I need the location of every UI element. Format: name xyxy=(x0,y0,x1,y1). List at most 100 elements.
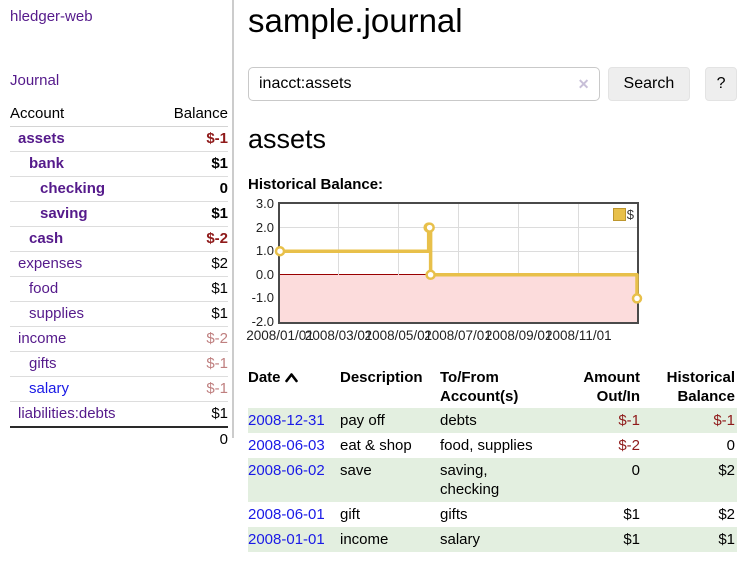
gridline xyxy=(518,204,520,322)
gridline xyxy=(280,227,637,229)
gridline xyxy=(577,204,579,322)
account-link[interactable]: expenses xyxy=(18,255,83,272)
search-button[interactable]: Search xyxy=(607,67,691,101)
main-content: sample.journal ✕ Search ? assets Histori… xyxy=(246,0,737,552)
accounts-header-balance: Balance xyxy=(154,102,228,127)
y-axis-tick-label: 2.0 xyxy=(255,219,274,235)
transaction-amount: $1 xyxy=(623,531,640,548)
legend-swatch-icon xyxy=(612,208,626,221)
transaction-balance: $2 xyxy=(718,506,735,523)
transaction-date-link[interactable]: 2008-12-31 xyxy=(248,412,325,429)
clear-search-icon[interactable]: ✕ xyxy=(577,76,590,92)
account-link[interactable]: income xyxy=(18,330,67,347)
transaction-row: 2008-12-31 pay off debts $-1 $-1 xyxy=(248,408,737,433)
gridline xyxy=(280,250,637,252)
accounts-table: Account Balance assets $-1 bank $1 checking 0… xyxy=(10,102,228,452)
transaction-description: save xyxy=(340,462,372,479)
transaction-amount: $-1 xyxy=(618,412,640,429)
transaction-date-link[interactable]: 2008-06-01 xyxy=(248,506,325,523)
account-balance: $-1 xyxy=(154,126,228,152)
y-axis-tick-label: 1.0 xyxy=(255,243,274,259)
account-balance: $1 xyxy=(154,201,228,227)
account-balance: $1 xyxy=(154,401,228,427)
y-axis-tick-label: 3.0 xyxy=(255,196,274,211)
account-balance: $-1 xyxy=(154,376,228,402)
transaction-accounts: gifts xyxy=(440,506,468,523)
account-link[interactable]: gifts xyxy=(29,355,57,372)
account-row: liabilities:debts $1 xyxy=(10,401,228,427)
transaction-accounts: saving, checking xyxy=(440,462,500,498)
app-brand-link[interactable]: hledger-web xyxy=(10,8,93,25)
sidebar-divider xyxy=(232,0,234,438)
transaction-amount: $-2 xyxy=(618,437,640,454)
register-header-date[interactable]: Date xyxy=(248,366,340,408)
x-axis-tick-label: 2008/01/01 xyxy=(246,328,314,343)
transaction-accounts: food, supplies xyxy=(440,437,533,454)
account-balance: $2 xyxy=(154,251,228,277)
account-balance: $-1 xyxy=(154,351,228,377)
account-row: assets $-1 xyxy=(10,126,228,152)
transaction-date-link[interactable]: 2008-06-03 xyxy=(248,437,325,454)
data-point-marker xyxy=(424,222,435,233)
account-link[interactable]: saving xyxy=(40,205,88,222)
search-input[interactable] xyxy=(248,67,600,101)
transaction-accounts: debts xyxy=(440,412,477,429)
transaction-amount: 0 xyxy=(631,462,640,479)
transaction-row: 2008-06-01 gift gifts $1 $2 xyxy=(248,502,737,527)
account-link[interactable]: cash xyxy=(29,230,64,247)
transaction-row: 2008-06-03 eat & shop food, supplies $-2 0 xyxy=(248,433,737,458)
chart-plot-area: $ xyxy=(274,202,643,324)
chart-title: Historical Balance: xyxy=(248,176,384,193)
register-header-balance: Historical Balance xyxy=(666,369,735,405)
account-link[interactable]: assets xyxy=(18,130,65,147)
transaction-amount: $1 xyxy=(623,506,640,523)
data-point-marker xyxy=(425,269,436,281)
transaction-description: pay off xyxy=(340,412,385,429)
account-link[interactable]: liabilities:debts xyxy=(18,405,116,422)
gridline xyxy=(397,204,399,322)
account-link[interactable]: salary xyxy=(29,380,70,397)
register-header-accounts: To/From Account(s) xyxy=(440,369,519,405)
x-axis-tick-label: 2008/09/01 xyxy=(484,328,553,343)
accounts-total-row: 0 xyxy=(10,426,228,452)
sidebar-item-journal[interactable]: Journal xyxy=(10,72,60,89)
account-row: salary $-1 xyxy=(10,376,228,402)
balance-line-series xyxy=(274,222,643,304)
transaction-date-link[interactable]: 2008-01-01 xyxy=(248,531,325,548)
transaction-row: 2008-01-01 income salary $1 $1 xyxy=(248,527,737,552)
account-row: gifts $-1 xyxy=(10,351,228,377)
transaction-description: eat & shop xyxy=(340,437,412,454)
register-header-description: Description xyxy=(340,369,423,386)
transaction-description: income xyxy=(340,531,389,548)
accounts-total-value: 0 xyxy=(154,426,228,452)
negative-region xyxy=(280,274,637,322)
account-link[interactable]: bank xyxy=(29,155,65,172)
gridline xyxy=(338,204,340,322)
account-row: supplies $1 xyxy=(10,301,228,327)
account-row: saving $1 xyxy=(10,201,228,227)
transaction-balance: $-1 xyxy=(713,412,735,429)
x-axis-tick-label: 2008/05/01 xyxy=(364,328,433,343)
account-link[interactable]: checking xyxy=(40,180,106,197)
data-point-marker xyxy=(631,293,643,304)
account-balance: 0 xyxy=(154,176,228,202)
account-link[interactable]: supplies xyxy=(29,305,85,322)
account-balance: $1 xyxy=(154,151,228,177)
transaction-accounts: salary xyxy=(440,531,481,548)
account-balance: $1 xyxy=(154,301,228,327)
help-button[interactable]: ? xyxy=(705,67,737,101)
register-table: Date Description To/From Account(s) Amou… xyxy=(248,366,737,552)
account-row: bank $1 xyxy=(10,151,228,177)
y-axis-tick-label: 0.0 xyxy=(255,266,274,282)
sort-ascending-icon xyxy=(284,369,298,388)
data-point-marker xyxy=(274,245,286,257)
transaction-date-link[interactable]: 2008-06-02 xyxy=(248,462,325,479)
account-balance: $-2 xyxy=(154,326,228,352)
legend-label: $ xyxy=(626,207,634,222)
transaction-balance: 0 xyxy=(726,437,735,454)
transaction-balance: $2 xyxy=(718,462,735,479)
x-axis-tick-label: 2008/11/01 xyxy=(545,328,612,343)
search-bar: ✕ Search ? xyxy=(248,67,737,101)
accounts-header-account: Account xyxy=(10,102,155,127)
account-link[interactable]: food xyxy=(29,280,59,297)
